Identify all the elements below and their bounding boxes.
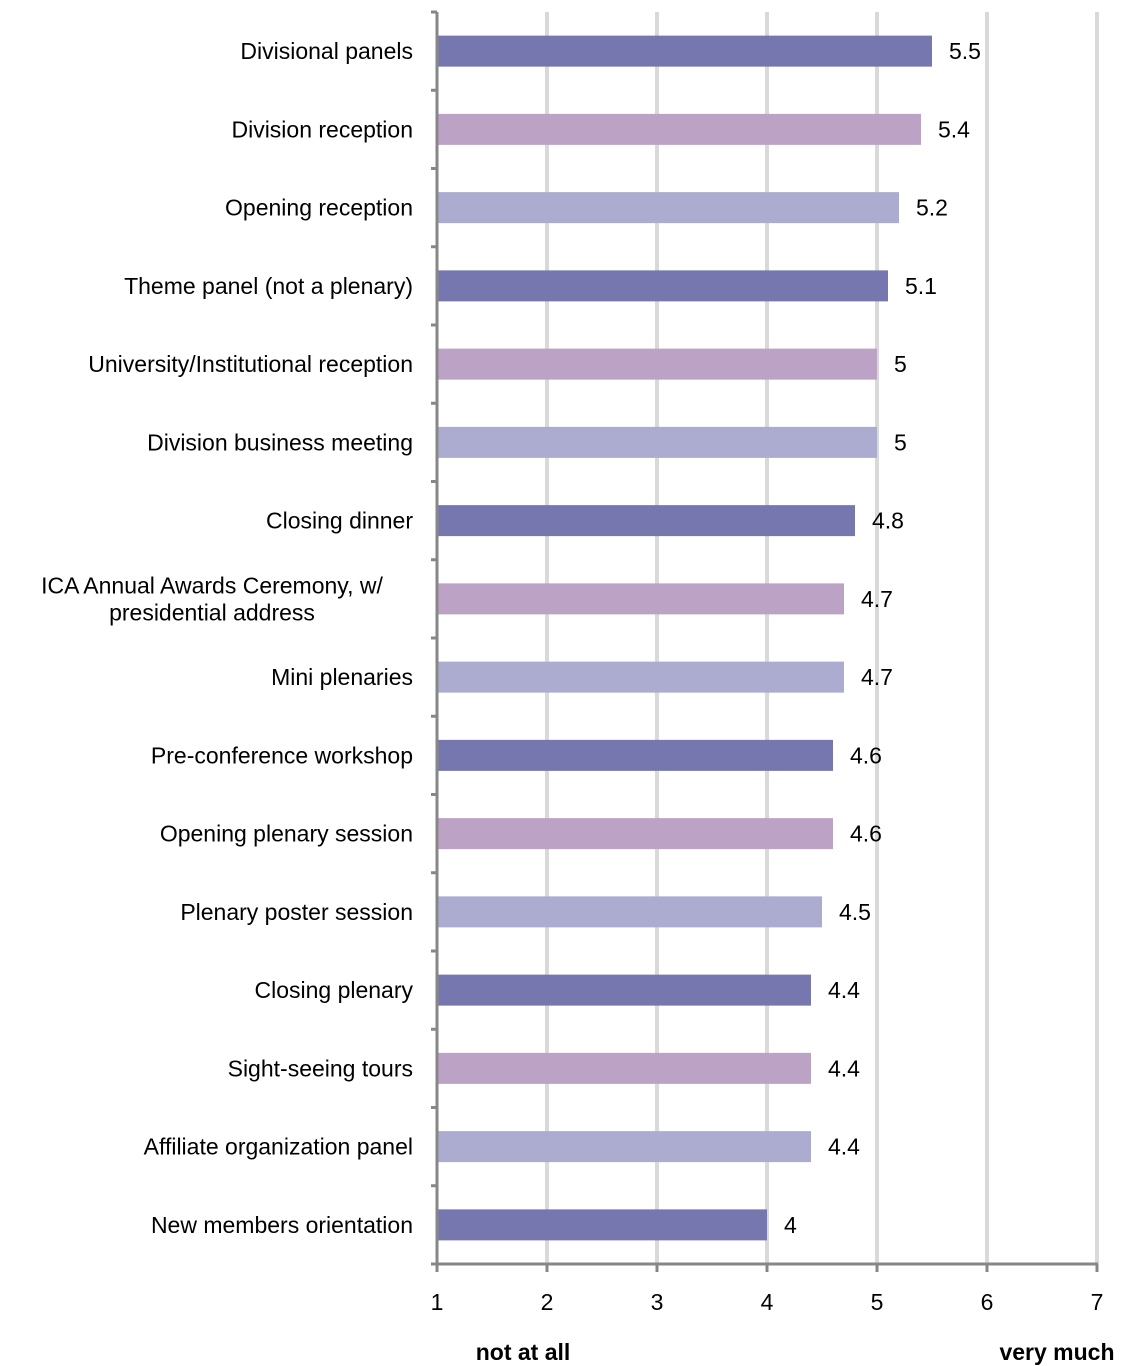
bar-13 (437, 974, 811, 1006)
x-tick-label-4: 4 (761, 1289, 774, 1315)
category-label-16: New members orientation (151, 1212, 413, 1238)
value-label-7: 4.8 (872, 508, 904, 534)
category-label-10: Pre-conference workshop (151, 742, 413, 768)
bar-5 (437, 348, 877, 380)
bar-12 (437, 896, 822, 928)
category-label-14: Sight-seeing tours (228, 1055, 413, 1081)
category-label-8-line-2: presidential address (109, 599, 315, 625)
bar-8 (437, 583, 844, 615)
x-tick-label-6: 6 (981, 1289, 994, 1315)
bar-11 (437, 818, 833, 850)
bar-3 (437, 192, 899, 224)
category-label-8-line-1: ICA Annual Awards Ceremony, w/ (41, 572, 383, 598)
axes (431, 10, 1099, 1272)
value-label-12: 4.5 (839, 899, 871, 925)
x-axis-high-anchor-label: very much (999, 1339, 1114, 1365)
category-label-4: Theme panel (not a plenary) (124, 273, 413, 299)
value-label-6: 5 (894, 429, 907, 455)
category-label-15: Affiliate organization panel (144, 1134, 413, 1160)
category-label-11: Opening plenary session (160, 821, 413, 847)
x-tick-label-7: 7 (1091, 1289, 1104, 1315)
category-label-6: Division business meeting (147, 429, 413, 455)
category-label-2: Division reception (231, 116, 413, 142)
value-label-15: 4.4 (828, 1134, 860, 1160)
bar-6 (437, 426, 877, 458)
value-label-3: 5.2 (916, 195, 948, 221)
value-label-8: 4.7 (861, 586, 893, 612)
value-label-5: 5 (894, 351, 907, 377)
category-label-8: ICA Annual Awards Ceremony, w/presidenti… (41, 572, 383, 625)
category-label-3: Opening reception (225, 195, 413, 221)
x-tick-label-2: 2 (541, 1289, 554, 1315)
value-label-16: 4 (784, 1212, 797, 1238)
bar-15 (437, 1131, 811, 1163)
x-tick-label-1: 1 (431, 1289, 444, 1315)
bar-4 (437, 270, 888, 302)
category-label-9: Mini plenaries (271, 664, 413, 690)
value-label-9: 4.7 (861, 664, 893, 690)
category-label-1: Divisional panels (240, 38, 413, 64)
value-label-14: 4.4 (828, 1055, 860, 1081)
category-label-13: Closing plenary (254, 977, 413, 1003)
category-label-7: Closing dinner (266, 508, 413, 534)
value-label-4: 5.1 (905, 273, 937, 299)
bar-2 (437, 113, 921, 145)
value-label-2: 5.4 (938, 116, 970, 142)
labels: 5.5 Divisional panels 5.4 Division receptio… (41, 38, 1103, 1315)
x-axis-low-anchor-label: not at all (476, 1339, 571, 1365)
category-label-5: University/Institutional reception (88, 351, 413, 377)
category-label-12: Plenary poster session (180, 899, 413, 925)
bar-16 (437, 1209, 767, 1241)
x-tick-label-3: 3 (651, 1289, 664, 1315)
value-label-11: 4.6 (850, 821, 882, 847)
value-label-10: 4.6 (850, 742, 882, 768)
bar-14 (437, 1052, 811, 1084)
x-tick-label-5: 5 (871, 1289, 884, 1315)
value-label-1: 5.5 (949, 38, 981, 64)
bars (437, 35, 932, 1241)
value-label-13: 4.4 (828, 977, 860, 1003)
bar-7 (437, 505, 855, 537)
bar-10 (437, 739, 833, 771)
bar-9 (437, 661, 844, 693)
bar-1 (437, 35, 932, 67)
